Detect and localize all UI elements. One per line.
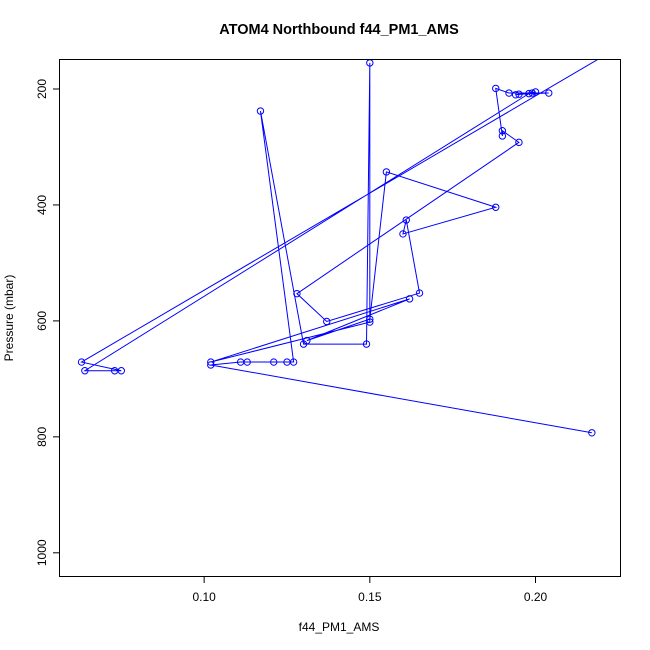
x-axis: 0.10 0.15 0.20 (192, 576, 547, 604)
y-tick-label: 1000 (35, 539, 49, 566)
x-axis-label: f44_PM1_AMS (299, 620, 380, 634)
x-tick-label: 0.10 (192, 590, 216, 604)
y-tick-label: 400 (35, 195, 49, 215)
plot-area (78, 51, 610, 436)
y-axis: 200 400 600 800 1000 (35, 79, 60, 567)
y-tick-label: 200 (35, 79, 49, 99)
y-axis-label: Pressure (mbar) (2, 275, 16, 362)
series-line (82, 54, 607, 433)
y-tick-label: 600 (35, 311, 49, 331)
x-tick-label: 0.15 (358, 590, 382, 604)
plot-frame (60, 60, 621, 577)
data-point (604, 51, 610, 57)
y-tick-label: 800 (35, 427, 49, 447)
x-tick-label: 0.20 (524, 590, 548, 604)
chart-title: ATOM4 Northbound f44_PM1_AMS (219, 22, 459, 38)
